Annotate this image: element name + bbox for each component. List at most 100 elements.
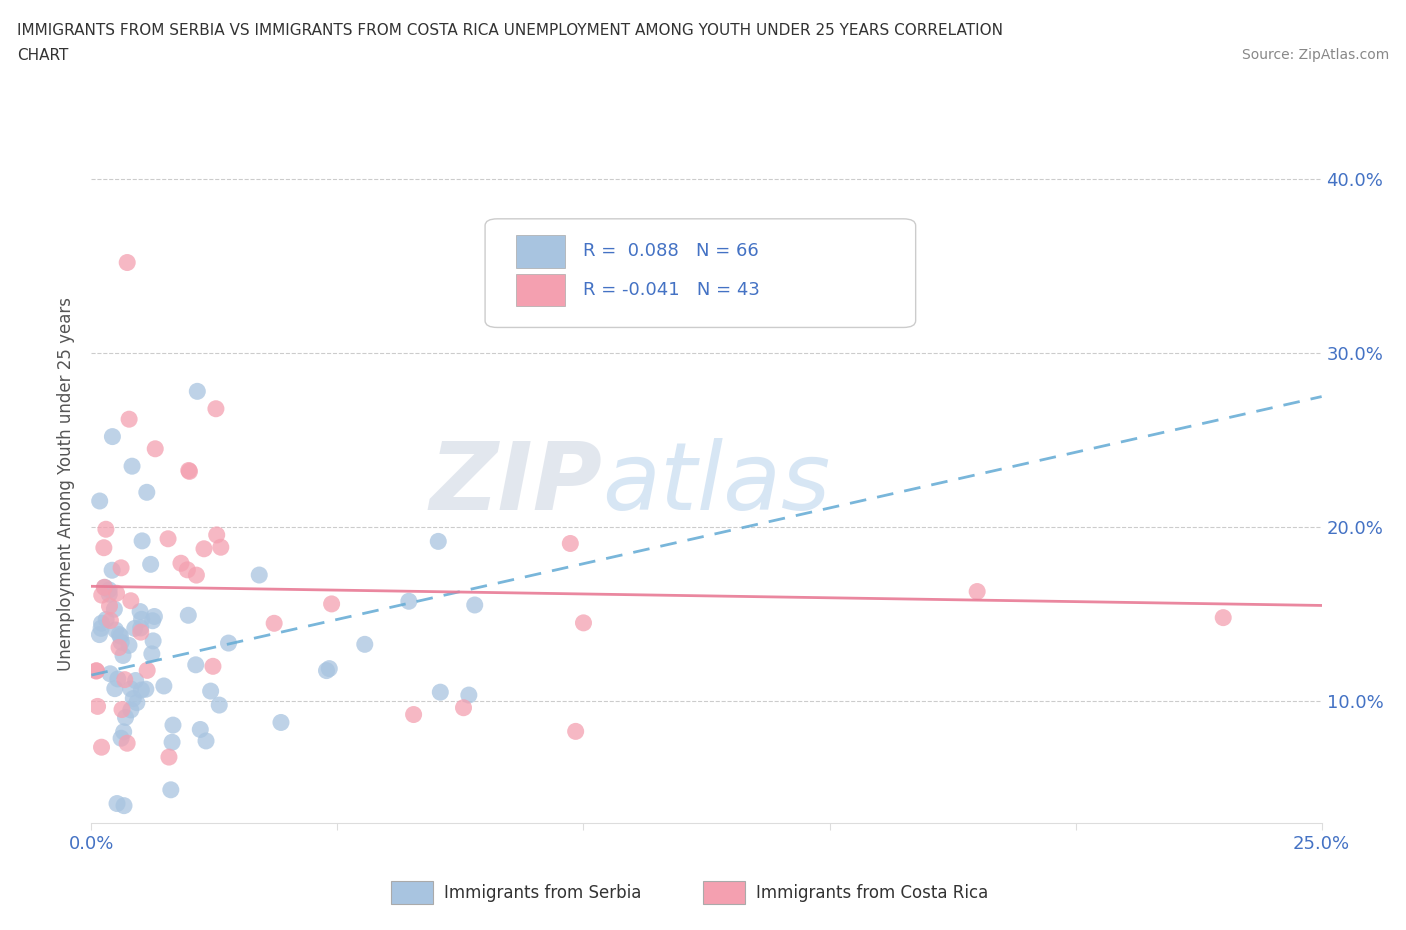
Point bbox=[427, 534, 450, 549]
Point bbox=[193, 541, 215, 556]
Point bbox=[129, 604, 152, 619]
Point bbox=[107, 671, 129, 686]
Point bbox=[86, 664, 108, 679]
Point bbox=[321, 596, 343, 611]
Point bbox=[270, 715, 292, 730]
Point bbox=[86, 663, 108, 678]
Text: IMMIGRANTS FROM SERBIA VS IMMIGRANTS FROM COSTA RICA UNEMPLOYMENT AMONG YOUTH UN: IMMIGRANTS FROM SERBIA VS IMMIGRANTS FRO… bbox=[17, 23, 1002, 38]
Point bbox=[93, 580, 115, 595]
Point bbox=[157, 750, 180, 764]
Point bbox=[186, 567, 208, 582]
Point bbox=[89, 494, 111, 509]
Point bbox=[162, 718, 184, 733]
Point bbox=[110, 731, 132, 746]
Point bbox=[120, 682, 142, 697]
Bar bbox=[516, 273, 565, 306]
Point bbox=[139, 557, 162, 572]
Point bbox=[170, 556, 193, 571]
Point bbox=[315, 663, 337, 678]
Point bbox=[564, 724, 586, 738]
Point bbox=[159, 782, 181, 797]
Point bbox=[115, 736, 138, 751]
Point bbox=[120, 593, 142, 608]
Point bbox=[104, 681, 127, 696]
Point bbox=[114, 672, 136, 687]
Text: R = -0.041   N = 43: R = -0.041 N = 43 bbox=[583, 281, 761, 299]
Point bbox=[142, 633, 165, 648]
Point bbox=[457, 687, 479, 702]
Point bbox=[464, 598, 486, 613]
Point bbox=[179, 464, 201, 479]
Point bbox=[118, 412, 141, 427]
Point bbox=[135, 682, 157, 697]
Point bbox=[353, 637, 375, 652]
Point bbox=[263, 616, 285, 631]
Point bbox=[121, 458, 143, 473]
Point bbox=[90, 616, 112, 631]
Point bbox=[94, 612, 117, 627]
Point bbox=[135, 485, 157, 499]
Point bbox=[101, 429, 124, 444]
Point bbox=[129, 620, 152, 635]
Point bbox=[105, 796, 128, 811]
Point bbox=[90, 621, 112, 636]
Point bbox=[142, 613, 165, 628]
Point bbox=[98, 666, 121, 681]
FancyBboxPatch shape bbox=[485, 219, 915, 327]
Point bbox=[429, 684, 451, 699]
Text: Source: ZipAtlas.com: Source: ZipAtlas.com bbox=[1241, 48, 1389, 62]
Point bbox=[1212, 610, 1234, 625]
Point bbox=[453, 700, 475, 715]
Point bbox=[136, 663, 159, 678]
Point bbox=[112, 798, 135, 813]
Point bbox=[94, 522, 117, 537]
Point bbox=[560, 536, 582, 551]
Point bbox=[195, 734, 218, 749]
Point bbox=[124, 621, 146, 636]
Text: Immigrants from Costa Rica: Immigrants from Costa Rica bbox=[756, 884, 988, 902]
Point bbox=[966, 584, 988, 599]
Point bbox=[110, 629, 132, 644]
Point bbox=[201, 658, 224, 673]
Point bbox=[208, 698, 231, 712]
Point bbox=[402, 707, 425, 722]
Point bbox=[108, 640, 131, 655]
Point bbox=[93, 580, 115, 595]
Text: R =  0.088   N = 66: R = 0.088 N = 66 bbox=[583, 243, 759, 260]
Point bbox=[104, 622, 127, 637]
Point bbox=[100, 613, 122, 628]
Point bbox=[205, 402, 228, 417]
Y-axis label: Unemployment Among Youth under 25 years: Unemployment Among Youth under 25 years bbox=[58, 297, 76, 671]
Point bbox=[110, 635, 132, 650]
Point bbox=[101, 563, 124, 578]
Point bbox=[160, 735, 183, 750]
Point bbox=[184, 658, 207, 672]
Point bbox=[141, 646, 163, 661]
Point bbox=[124, 673, 146, 688]
Point bbox=[318, 661, 340, 676]
Point bbox=[209, 539, 232, 554]
Point bbox=[111, 702, 134, 717]
Text: atlas: atlas bbox=[602, 438, 830, 529]
Point bbox=[89, 627, 111, 642]
Point bbox=[398, 594, 420, 609]
Text: Immigrants from Serbia: Immigrants from Serbia bbox=[444, 884, 641, 902]
Point bbox=[176, 563, 198, 578]
Point bbox=[131, 683, 153, 698]
Point bbox=[131, 534, 153, 549]
Text: CHART: CHART bbox=[17, 48, 69, 63]
Point bbox=[205, 527, 228, 542]
Point bbox=[129, 625, 152, 640]
Point bbox=[108, 627, 131, 642]
Point bbox=[177, 608, 200, 623]
Point bbox=[98, 582, 121, 597]
Point bbox=[120, 702, 142, 717]
Point bbox=[105, 586, 128, 601]
Point bbox=[131, 612, 153, 627]
Point bbox=[188, 722, 211, 737]
Text: ZIP: ZIP bbox=[429, 438, 602, 529]
Point bbox=[572, 616, 595, 631]
Point bbox=[86, 699, 108, 714]
Point bbox=[200, 684, 222, 698]
Point bbox=[122, 691, 145, 706]
